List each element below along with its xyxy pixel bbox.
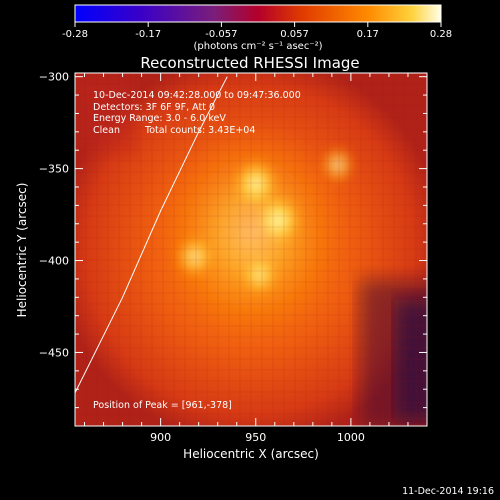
y-axis-label: Heliocentric Y (arcsec) [15, 183, 29, 318]
plot-frame [74, 72, 428, 427]
y-tick-label: −350 [39, 163, 69, 176]
x-tick-label: 900 [150, 431, 171, 444]
annotation-energy-range: Energy Range: 3.0 - 6.0 keV [93, 113, 226, 124]
y-tick-label: −450 [39, 346, 69, 359]
annotation-time-range: 10-Dec-2014 09:42:28.000 to 09:47:36.000 [93, 90, 301, 101]
x-tick-label: 1000 [337, 431, 365, 444]
colorbar-tick-label: 0.17 [357, 29, 379, 40]
colorbar-tick-label: -0.17 [135, 29, 161, 40]
colorbar-ticks: -0.28 -0.17 -0.057 0.057 0.17 0.28 [62, 22, 452, 40]
emission-glow [156, 122, 347, 343]
heatmap-image [75, 73, 427, 426]
colorbar-tick-label: -0.057 [205, 29, 237, 40]
colorbar [74, 4, 442, 23]
annotation-detectors: Detectors: 3F 6F 9F, Att 0 [93, 102, 215, 113]
solar-limb-line [74, 76, 228, 394]
x-axis-label: Heliocentric X (arcsec) [183, 447, 319, 461]
colorbar-tick-label: 0.28 [430, 29, 452, 40]
annotation-clean: Clean [93, 125, 120, 136]
annotation-peak-position: Position of Peak = [961,-378] [93, 400, 232, 411]
footer-timestamp: 11-Dec-2014 19:16 [402, 486, 494, 497]
chart-title: Reconstructed RHESSI Image [140, 54, 359, 72]
colorbar-unit-label: (photons cm⁻² s⁻¹ asec⁻²) [193, 41, 322, 52]
x-axis-ticks: 900 950 1000 [84, 73, 428, 444]
y-axis-ticks: −300 −350 −400 −450 [39, 71, 427, 427]
colorbar-tick-label: -0.28 [62, 29, 88, 40]
annotation-total-counts: Total counts: 3.43E+04 [144, 125, 255, 136]
y-tick-label: −400 [39, 255, 69, 268]
y-tick-label: −300 [39, 71, 69, 84]
colorbar-tick-label: 0.057 [280, 29, 309, 40]
x-tick-label: 950 [245, 431, 266, 444]
